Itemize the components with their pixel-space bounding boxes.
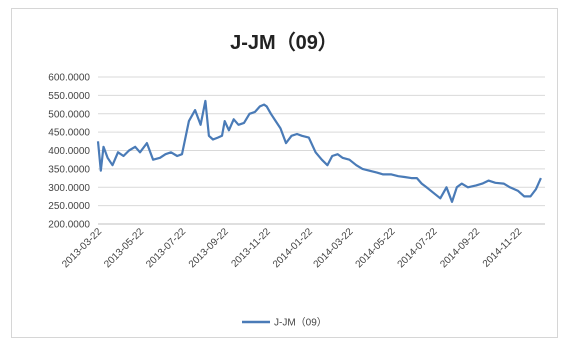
x-tick-label: 2014-07-22	[396, 226, 440, 270]
x-tick-label: 2014-03-22	[312, 226, 356, 270]
x-tick-label: 2013-09-22	[187, 226, 231, 270]
x-tick-label: 2014-01-22	[271, 226, 315, 270]
y-tick-label: 450.0000	[48, 128, 90, 139]
x-tick-label: 2013-03-22	[60, 226, 104, 270]
y-tick-label: 550.0000	[48, 91, 90, 102]
y-tick-label: 300.0000	[48, 183, 90, 194]
y-tick-label: 400.0000	[48, 146, 90, 157]
chart-title: J-JM（09）	[230, 32, 338, 54]
y-tick-label: 200.0000	[48, 220, 90, 231]
x-tick-label: 2013-05-22	[102, 226, 146, 270]
y-tick-label: 350.0000	[48, 164, 90, 175]
y-tick-label: 250.0000	[48, 201, 90, 212]
x-tick-label: 2013-07-22	[144, 226, 188, 270]
x-tick-label: 2014-09-22	[438, 226, 482, 270]
series-line	[96, 99, 542, 203]
x-tick-label: 2014-11-22	[481, 226, 525, 270]
legend-label: J-JM（09）	[274, 317, 327, 329]
y-tick-label: 500.0000	[48, 109, 90, 120]
x-tick-label: 2013-11-22	[229, 226, 273, 270]
x-tick-label: 2014-05-22	[354, 226, 398, 270]
chart-frame	[11, 8, 558, 338]
y-tick-label: 600.0000	[48, 73, 90, 84]
